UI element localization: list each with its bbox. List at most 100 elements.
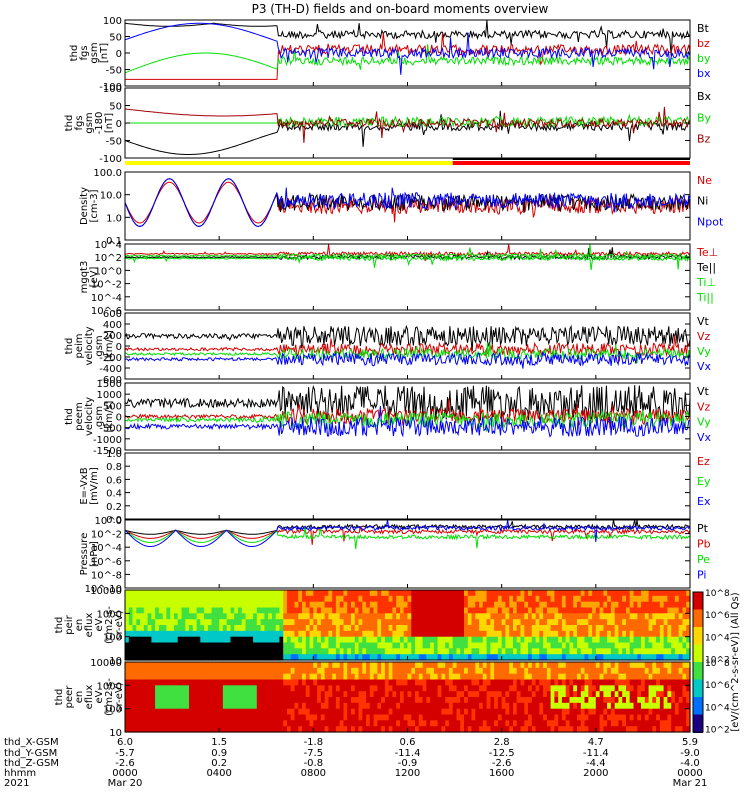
x-row-label: thd_Y-GSM: [4, 748, 57, 759]
x-tick-hhmm: 0800: [301, 768, 326, 779]
panel-density: 100.0 10.0 1.0 0.1 Density [cm-3] Ne Ni Npot: [79, 168, 724, 247]
x-tick-z: -0.8: [304, 758, 324, 769]
y-axis-label: fgs: [79, 45, 90, 60]
series-Ti⊥: [124, 248, 691, 271]
y-tick-label: -500: [99, 424, 122, 435]
y-axis-label: velocity: [84, 397, 95, 436]
panel-peer: 10000 1000 100 10 thd peer en eflux eV (cm2-s-sr-…: [54, 658, 691, 739]
panel-fgs: 100 50 0 -50 -100 thd fgs gsm [nT] Bt bz by bx: [69, 16, 711, 93]
legend-bz: bz: [697, 37, 710, 50]
legend-Ti||: Ti||: [696, 291, 714, 304]
y-tick-label: 100: [103, 84, 122, 95]
legend-Vy: Vy: [697, 416, 711, 429]
y-axis-label: gsm: [94, 335, 105, 356]
y-axis-label: (cm2-s-: [104, 678, 115, 716]
y-tick-label: 1.0: [106, 213, 122, 224]
series-Bz: [124, 106, 691, 143]
y-tick-label: 1000: [97, 609, 122, 620]
colorbar: 10^810^610^410^210^810^610^410^2 [eV/(cm^…: [692, 589, 741, 736]
y-tick-label: 10^4: [95, 240, 122, 251]
y-axis-label: eflux: [84, 685, 95, 710]
series-Vz: [124, 335, 691, 362]
y-tick-label: -50: [106, 66, 122, 77]
x-tick-x: -1.8: [304, 737, 324, 748]
y-tick-label: 10^-8: [91, 570, 122, 581]
y-tick-label: -600: [99, 375, 122, 386]
y-tick-label: 400: [103, 320, 122, 331]
x-row-label: thd_Z-GSM: [4, 758, 59, 769]
legend-Vz: Vz: [697, 330, 711, 343]
y-axis-label: [km/s]: [104, 400, 115, 432]
y-axis-label: [nT]: [104, 113, 115, 133]
y-axis-label: thd: [64, 115, 75, 132]
colorbar-tick: 10^8: [705, 589, 730, 599]
y-tick-label: 10^-2: [91, 280, 122, 291]
y-tick-label: 10000: [90, 586, 122, 597]
y-tick-label: -1500: [93, 446, 122, 457]
colorbar-tick: 10^2: [705, 656, 730, 666]
panel-temp: 10^4 10^2 10^0 10^-2 10^-4 10^-6 mgqt3 [eV] Te⊥ T…: [79, 240, 718, 317]
y-axis-label: peer: [64, 685, 75, 709]
legend-Ez: Ez: [697, 455, 710, 468]
colorbar-tick: 10^4: [705, 703, 730, 713]
y-tick-label: 600: [103, 309, 122, 320]
y-tick-label: 10^-6: [91, 557, 122, 568]
legend-Ex: Ex: [697, 495, 711, 508]
colorbar-tick: 10^4: [705, 633, 730, 643]
x-row-label: thd_X-GSM: [4, 737, 59, 748]
x-tick-y: 0.9: [211, 748, 227, 759]
x-tick-z: -4.0: [680, 758, 700, 769]
x-tick-y: -11.4: [395, 748, 421, 759]
panel-pressure: 10^0 10^-2 10^-4 10^-6 10^-8 10^-10 Pressure [n…: [79, 516, 711, 595]
x-tick-hhmm: 1200: [395, 768, 420, 779]
colorbar-segment: [693, 627, 703, 646]
y-axis-label: gsm: [94, 406, 105, 427]
y-axis-label: mgqt3: [79, 261, 90, 294]
y-axis-label: Density: [79, 187, 90, 225]
y-axis-label: [km/s]: [104, 330, 115, 362]
x-tick-date: Mar 21: [673, 778, 708, 789]
series-by: [124, 44, 691, 74]
y-tick-label: 10^-6: [91, 306, 122, 317]
x-tick-hhmm: 2000: [583, 768, 608, 779]
y-tick-label: 0.2: [106, 502, 122, 513]
y-axis-label: [cm-3]: [89, 189, 100, 222]
y-axis-label: Pressure: [79, 533, 90, 576]
legend-Npot: Npot: [697, 215, 724, 228]
x-tick-x: 1.5: [211, 737, 227, 748]
series-Vy: [124, 408, 691, 432]
colorbar-tick: 10^6: [705, 611, 730, 621]
legend-Bx: Bx: [697, 90, 712, 103]
y-tick-label: 500: [103, 401, 122, 412]
series-Vx: [124, 405, 691, 438]
y-tick-label: 0: [116, 49, 122, 60]
y-axis-label: sr-eV): [114, 682, 125, 711]
colorbar-segment: [693, 662, 703, 681]
legend-Vt: Vt: [697, 315, 710, 328]
series-Npot: [124, 178, 691, 227]
y-axis-label: [eV]: [89, 267, 100, 288]
x-tick-x: 0.6: [400, 737, 416, 748]
legend-Te⊥: Te⊥: [696, 246, 718, 259]
y-tick-label: 100: [103, 633, 122, 644]
legend-by: by: [697, 52, 711, 65]
colorbar-segment: [693, 609, 703, 628]
x-tick-x: 5.9: [682, 737, 698, 748]
series-bx: [124, 22, 691, 75]
y-axis-label: -180: [94, 112, 105, 135]
x-tick-z: 0.2: [211, 758, 227, 769]
series-Vt: [124, 324, 691, 352]
y-tick-label: 50: [109, 33, 122, 44]
y-tick-label: 10^-4: [91, 293, 122, 304]
y-axis-label: thd: [54, 617, 65, 634]
y-tick-label: 0.1: [106, 236, 122, 247]
y-tick-label: 1.0: [106, 449, 122, 460]
y-tick-label: 100.0: [93, 168, 122, 179]
y-axis-label: [mV/m]: [89, 467, 100, 505]
y-tick-label: 10^0: [95, 266, 122, 277]
status-segment-black: [452, 158, 690, 160]
y-axis-label: eV: [94, 618, 105, 631]
x-tick-z: -2.6: [115, 758, 135, 769]
